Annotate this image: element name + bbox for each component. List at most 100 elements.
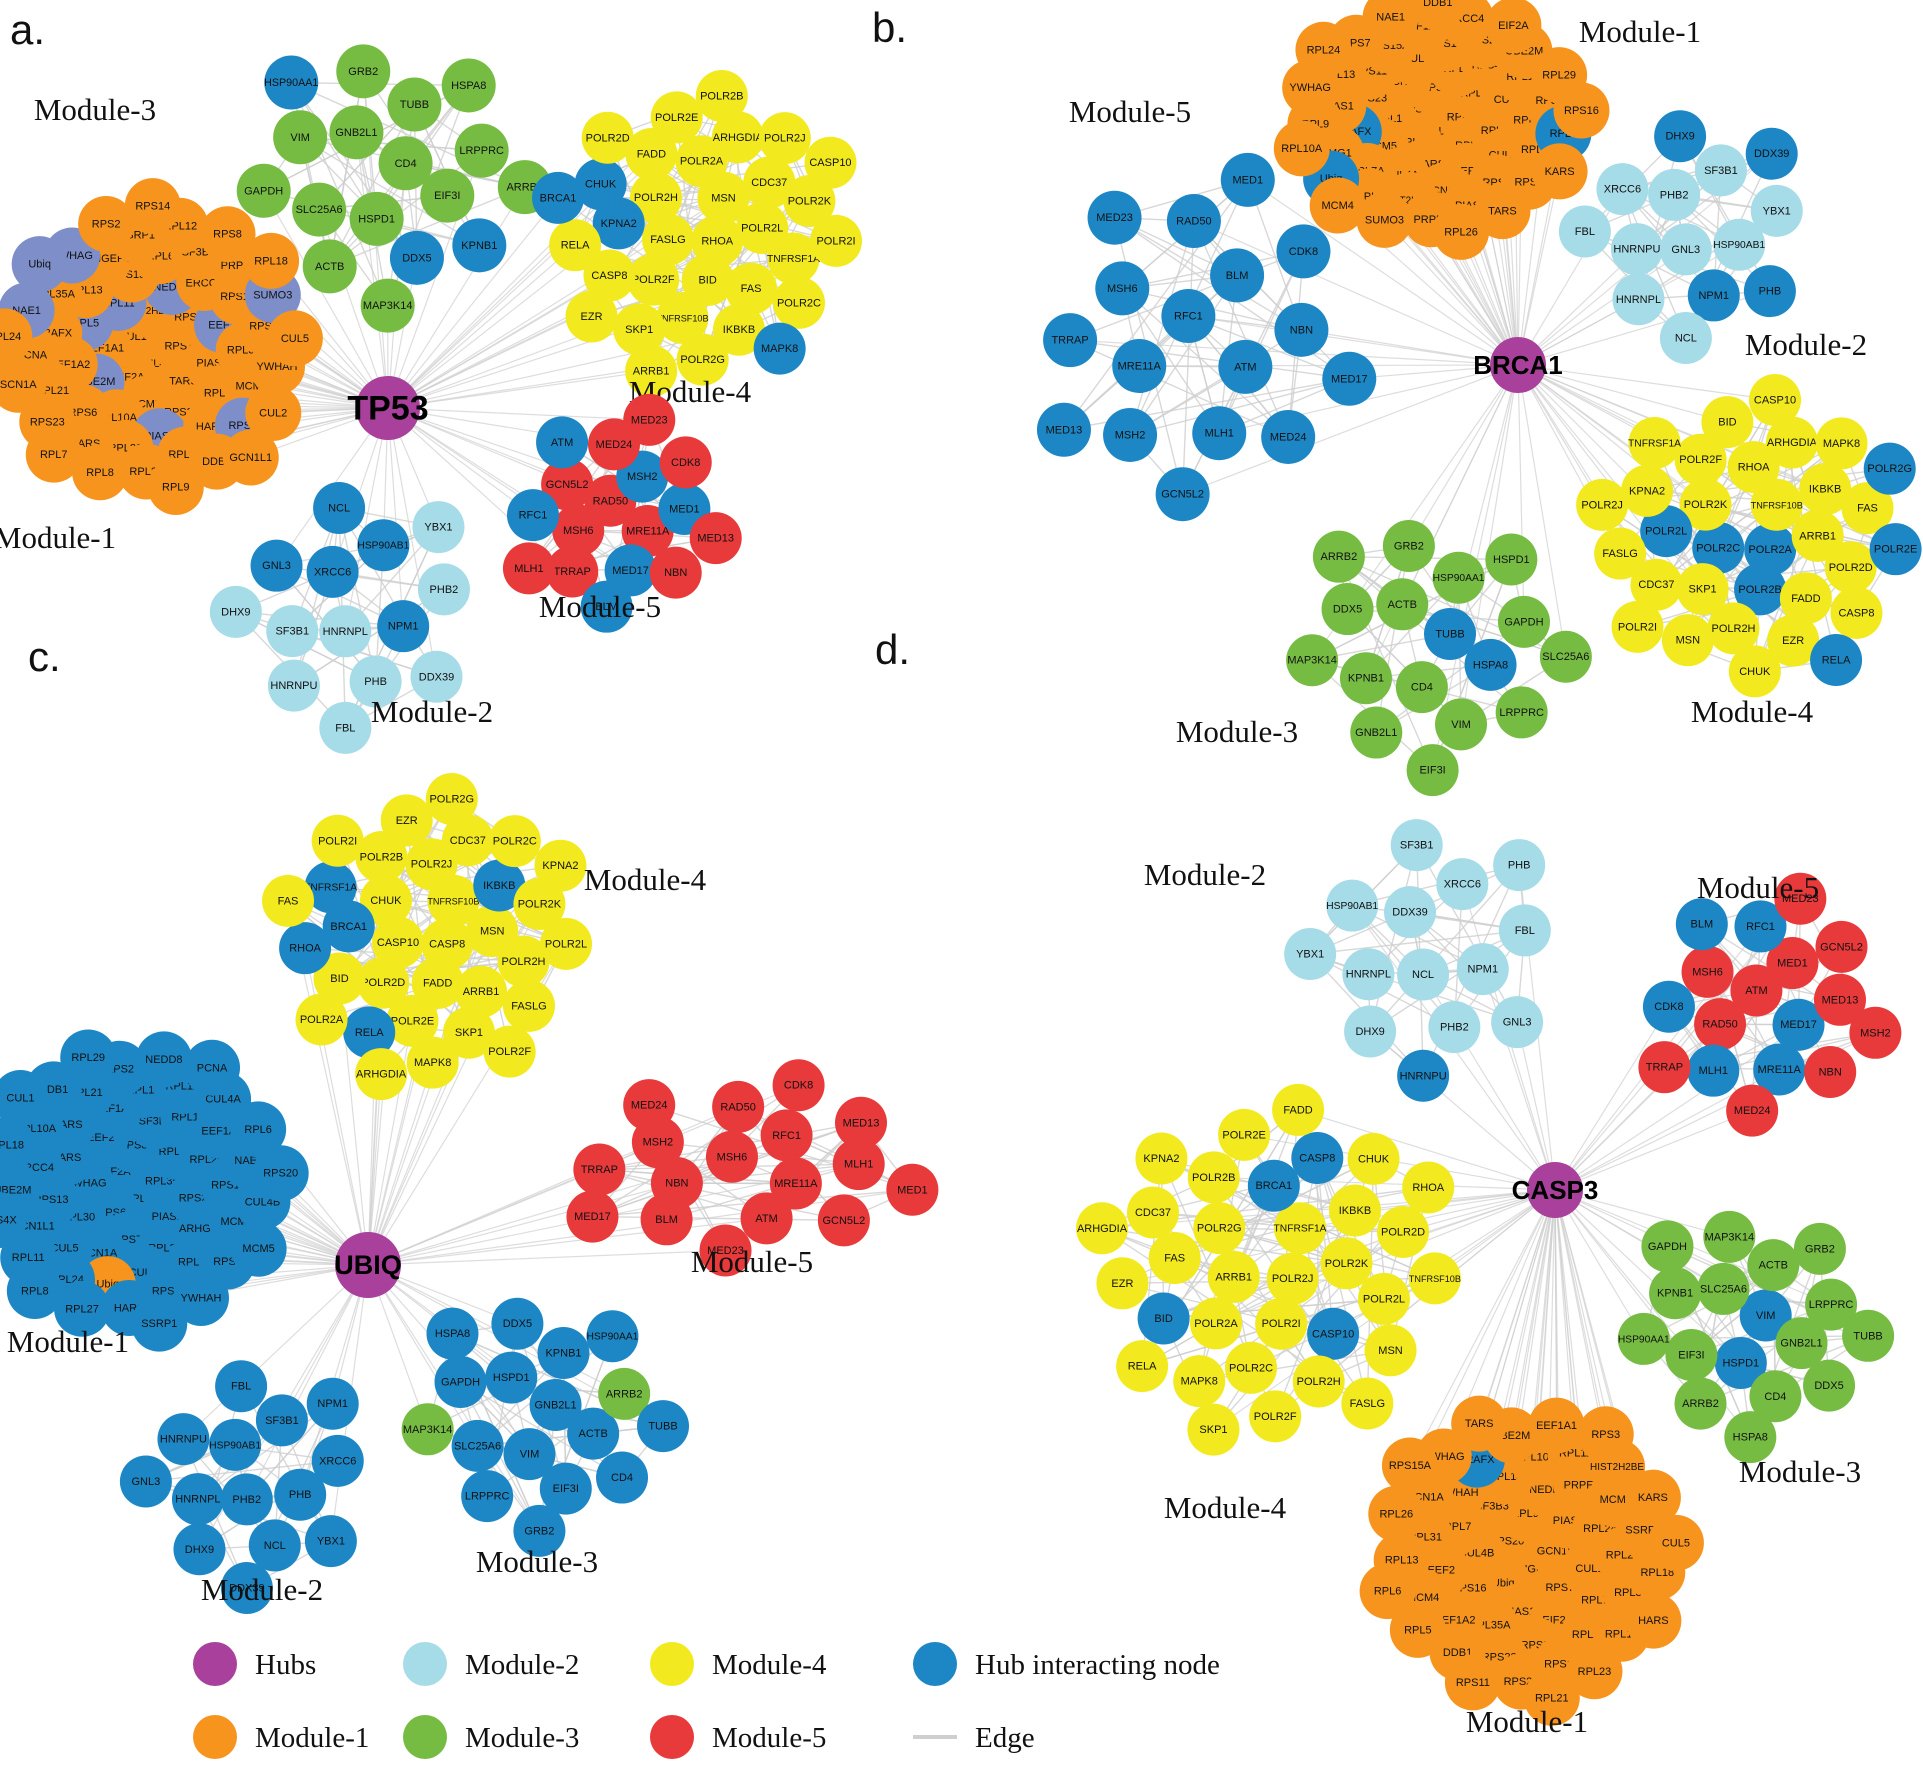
node-KPNB1[interactable]: KPNB1 [1649, 1267, 1702, 1320]
node-GNL3[interactable]: GNL3 [1659, 223, 1712, 276]
node-POLR2G[interactable]: POLR2G [1193, 1202, 1246, 1255]
gene-node-circle[interactable] [1734, 900, 1787, 953]
node-MAP3K14[interactable]: MAP3K14 [1703, 1210, 1756, 1263]
node-GRB2[interactable]: GRB2 [1793, 1222, 1846, 1275]
node-POLR2A[interactable]: POLR2A [295, 993, 348, 1046]
gene-node-circle[interactable] [1745, 127, 1798, 180]
gene-node-circle[interactable] [0, 1070, 49, 1127]
gene-node-circle[interactable] [389, 230, 444, 285]
node-KPNB1[interactable]: KPNB1 [1339, 652, 1392, 705]
gene-node-circle[interactable] [1435, 698, 1488, 751]
gene-node-circle[interactable] [1309, 177, 1366, 234]
gene-node-circle[interactable] [573, 1143, 626, 1196]
node-RPS3[interactable]: RPS3 [1577, 1406, 1634, 1463]
node-HARS[interactable]: HARS [1625, 1592, 1682, 1649]
gene-node-circle[interactable] [1485, 0, 1542, 54]
node-FASLG[interactable]: FASLG [1341, 1377, 1394, 1430]
gene-node-circle[interactable] [1772, 998, 1825, 1051]
gene-node-circle[interactable] [1225, 1341, 1278, 1394]
node-GCN5L2[interactable]: GCN5L2 [1155, 467, 1210, 522]
node-RHOA[interactable]: RHOA [1402, 1161, 1455, 1214]
gene-node-circle[interactable] [1610, 223, 1663, 276]
gene-node-circle[interactable] [1750, 478, 1803, 531]
node-DDX5[interactable]: DDX5 [1321, 583, 1374, 636]
node-KPNB1[interactable]: KPNB1 [452, 218, 507, 273]
gene-node-circle[interactable] [565, 290, 618, 343]
node-GAPDH[interactable]: GAPDH [1641, 1220, 1694, 1273]
node-KPNA2[interactable]: KPNA2 [1621, 464, 1674, 517]
node-GNL3[interactable]: GNL3 [1491, 996, 1544, 1049]
node-HNRNPU[interactable]: HNRNPU [267, 659, 320, 712]
gene-node-circle[interactable] [1539, 630, 1592, 683]
gene-node-circle[interactable] [1739, 1289, 1792, 1342]
gene-node-circle[interactable] [540, 917, 593, 970]
node-MED17[interactable]: MED17 [566, 1190, 619, 1243]
node-LRPPRC[interactable]: LRPPRC [454, 123, 509, 178]
node-ATM[interactable]: ATM [740, 1192, 793, 1245]
node-PHB2[interactable]: PHB2 [1428, 1001, 1481, 1054]
gene-node-circle[interactable] [426, 1307, 479, 1360]
gene-node-circle[interactable] [279, 922, 332, 975]
node-ARRB2[interactable]: ARRB2 [1312, 530, 1365, 583]
gene-node-circle[interactable] [60, 1029, 117, 1086]
node-POLR2E[interactable]: POLR2E [1869, 523, 1922, 576]
node-MAPK8[interactable]: MAPK8 [1173, 1355, 1226, 1408]
gene-node-circle[interactable] [266, 310, 323, 367]
node-SKP1[interactable]: SKP1 [1187, 1403, 1240, 1456]
gene-node-circle[interactable] [1863, 442, 1916, 495]
gene-node-circle[interactable] [451, 1419, 504, 1472]
gene-node-circle[interactable] [1344, 1005, 1397, 1058]
node-POLR2B[interactable]: POLR2B [1187, 1151, 1240, 1204]
node-RPL7[interactable]: RPL7 [25, 426, 82, 483]
node-PHB2[interactable]: PHB2 [220, 1473, 273, 1526]
gene-node-circle[interactable] [642, 213, 695, 266]
node-MSH6[interactable]: MSH6 [705, 1130, 758, 1183]
gene-node-circle[interactable] [758, 112, 811, 165]
gene-node-circle[interactable] [1566, 1643, 1623, 1700]
node-MED13[interactable]: MED13 [689, 512, 742, 565]
node-RHOA[interactable]: RHOA [279, 922, 332, 975]
gene-node-circle[interactable] [769, 1157, 822, 1210]
gene-node-circle[interactable] [1694, 144, 1747, 197]
gene-node-circle[interactable] [1749, 1370, 1802, 1423]
gene-node-circle[interactable] [1432, 551, 1485, 604]
gene-node-circle[interactable] [699, 1224, 752, 1277]
node-PCNA[interactable]: PCNA [184, 1039, 241, 1096]
gene-node-circle[interactable] [1727, 441, 1780, 494]
node-RELA[interactable]: RELA [1116, 1340, 1169, 1393]
node-EEF1A1[interactable]: EEF1A1 [1528, 1397, 1585, 1454]
node-PHB[interactable]: PHB [1493, 839, 1546, 892]
node-MED1[interactable]: MED1 [1220, 152, 1275, 207]
gene-node-circle[interactable] [1642, 980, 1695, 1033]
gene-node-circle[interactable] [255, 1394, 308, 1447]
hub-CASP3[interactable]: CASP3 [1512, 1162, 1599, 1218]
node-RPS11[interactable]: RPS11 [1444, 1654, 1501, 1711]
gene-node-circle[interactable] [1713, 218, 1766, 271]
gene-node-circle[interactable] [1813, 973, 1866, 1026]
node-SLC25A6[interactable]: SLC25A6 [1539, 630, 1592, 683]
node-NCL[interactable]: NCL [1659, 312, 1712, 365]
node-SLC25A6[interactable]: SLC25A6 [1697, 1262, 1750, 1315]
gene-node-circle[interactable] [54, 1280, 111, 1337]
gene-node-circle[interactable] [1376, 578, 1429, 631]
gene-node-circle[interactable] [1395, 661, 1448, 714]
hub-circle[interactable] [1527, 1162, 1583, 1218]
gene-node-circle[interactable] [1112, 338, 1167, 393]
gene-node-circle[interactable] [319, 701, 372, 754]
node-ARHGDIA[interactable]: ARHGDIA [1076, 1202, 1129, 1255]
gene-node-circle[interactable] [546, 545, 599, 598]
node-HSPA8[interactable]: HSPA8 [426, 1307, 479, 1360]
gene-node-circle[interactable] [0, 356, 47, 413]
gene-node-circle[interactable] [349, 191, 404, 246]
node-ACTB[interactable]: ACTB [1747, 1239, 1800, 1292]
node-SLC25A6[interactable]: SLC25A6 [451, 1419, 504, 1472]
node-XRCC6[interactable]: XRCC6 [311, 1434, 364, 1487]
node-NPM1[interactable]: NPM1 [377, 600, 430, 653]
gene-node-circle[interactable] [306, 545, 359, 598]
gene-node-circle[interactable] [1675, 898, 1728, 951]
gene-node-circle[interactable] [586, 1310, 639, 1363]
node-FBL[interactable]: FBL [1498, 904, 1551, 957]
gene-node-circle[interactable] [1628, 417, 1681, 470]
node-MAP3K14[interactable]: MAP3K14 [401, 1403, 454, 1456]
gene-node-circle[interactable] [0, 1116, 36, 1173]
